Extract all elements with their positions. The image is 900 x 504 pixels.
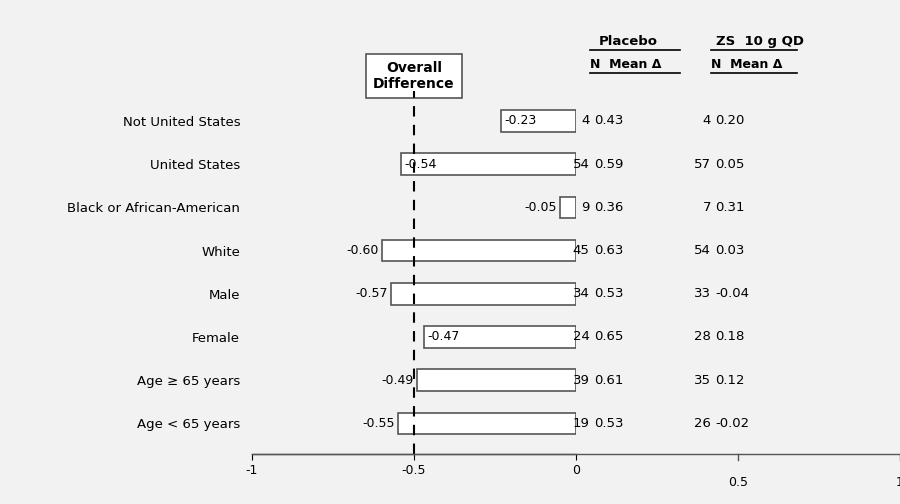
Text: 0.53: 0.53 xyxy=(594,417,624,430)
Text: 57: 57 xyxy=(694,158,711,171)
Text: 0.36: 0.36 xyxy=(594,201,624,214)
Text: 35: 35 xyxy=(694,373,711,387)
Text: 0.31: 0.31 xyxy=(716,201,745,214)
Text: 0.12: 0.12 xyxy=(716,373,745,387)
Text: 0.18: 0.18 xyxy=(716,331,745,343)
Text: 0.65: 0.65 xyxy=(594,331,624,343)
Bar xyxy=(501,110,576,132)
Text: 39: 39 xyxy=(572,373,590,387)
Text: Placebo: Placebo xyxy=(598,35,658,48)
Text: N  Mean Δ: N Mean Δ xyxy=(711,57,782,71)
Bar xyxy=(398,413,576,434)
Text: -0.04: -0.04 xyxy=(716,287,750,300)
Text: 7: 7 xyxy=(703,201,711,214)
Bar xyxy=(392,283,576,304)
Bar xyxy=(418,369,576,391)
Text: -0.60: -0.60 xyxy=(346,244,378,257)
Text: 0.03: 0.03 xyxy=(716,244,745,257)
Text: 54: 54 xyxy=(572,158,590,171)
Text: 54: 54 xyxy=(694,244,711,257)
Text: -0.57: -0.57 xyxy=(356,287,388,300)
Text: Overall
Difference: Overall Difference xyxy=(374,60,454,91)
Text: 1: 1 xyxy=(896,476,900,489)
Text: -0.55: -0.55 xyxy=(362,417,394,430)
Text: -0.49: -0.49 xyxy=(382,373,414,387)
Text: 34: 34 xyxy=(572,287,590,300)
Text: 28: 28 xyxy=(694,331,711,343)
Text: 26: 26 xyxy=(694,417,711,430)
Text: 19: 19 xyxy=(572,417,590,430)
Text: 4: 4 xyxy=(703,114,711,128)
Text: N  Mean Δ: N Mean Δ xyxy=(590,57,661,71)
Text: 24: 24 xyxy=(572,331,590,343)
Text: 0.43: 0.43 xyxy=(594,114,624,128)
Text: 0.05: 0.05 xyxy=(716,158,745,171)
Text: ZS  10 g QD: ZS 10 g QD xyxy=(716,35,804,48)
Bar xyxy=(560,197,576,218)
Text: 0.63: 0.63 xyxy=(594,244,624,257)
Text: 0.20: 0.20 xyxy=(716,114,745,128)
Text: -0.02: -0.02 xyxy=(716,417,750,430)
Bar xyxy=(424,326,576,348)
Text: -0.23: -0.23 xyxy=(505,114,537,128)
Text: -0.54: -0.54 xyxy=(404,158,436,171)
Text: 0.53: 0.53 xyxy=(594,287,624,300)
Text: 0.59: 0.59 xyxy=(594,158,624,171)
Text: -0.05: -0.05 xyxy=(524,201,556,214)
Text: 0.61: 0.61 xyxy=(594,373,624,387)
Text: 33: 33 xyxy=(694,287,711,300)
Text: 9: 9 xyxy=(581,201,590,214)
Bar xyxy=(401,153,576,175)
Text: 4: 4 xyxy=(581,114,590,128)
Text: -0.47: -0.47 xyxy=(427,331,459,343)
Text: 45: 45 xyxy=(572,244,590,257)
Bar xyxy=(382,240,576,262)
Text: 0.5: 0.5 xyxy=(728,476,748,489)
